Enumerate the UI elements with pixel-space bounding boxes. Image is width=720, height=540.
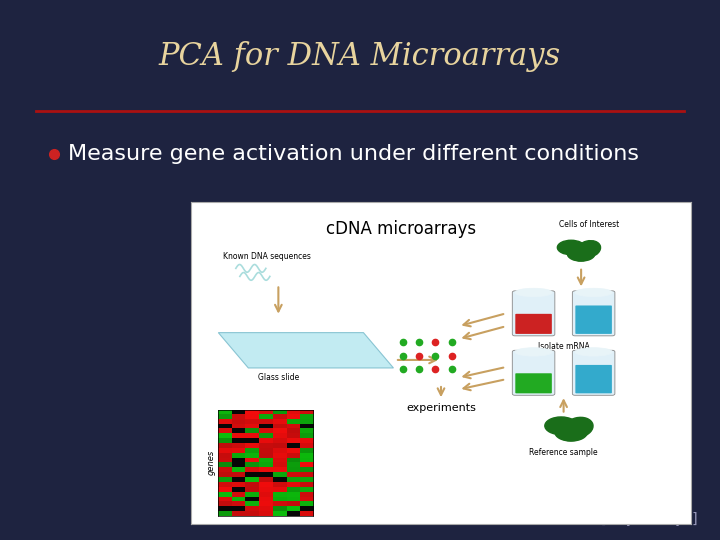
Text: Reference sample: Reference sample (529, 448, 598, 457)
Ellipse shape (554, 421, 583, 441)
Text: experiments: experiments (406, 403, 476, 413)
Ellipse shape (564, 417, 593, 437)
FancyBboxPatch shape (572, 291, 615, 336)
Text: cDNA microarrays: cDNA microarrays (326, 220, 476, 238)
FancyBboxPatch shape (516, 373, 552, 393)
Ellipse shape (575, 288, 613, 296)
FancyBboxPatch shape (513, 350, 555, 395)
Text: Isolate mRNA: Isolate mRNA (538, 342, 590, 351)
Ellipse shape (555, 423, 588, 441)
Ellipse shape (515, 348, 552, 356)
FancyBboxPatch shape (513, 291, 555, 336)
FancyBboxPatch shape (575, 306, 612, 334)
Text: Cells of Interest: Cells of Interest (559, 220, 619, 229)
Text: Measure gene activation under different conditions: Measure gene activation under different … (68, 144, 639, 164)
Text: Resulting data: Resulting data (256, 503, 311, 512)
Ellipse shape (545, 417, 577, 435)
Ellipse shape (515, 288, 552, 296)
FancyBboxPatch shape (516, 314, 552, 334)
Ellipse shape (557, 240, 585, 255)
Text: Known DNA sequences: Known DNA sequences (223, 252, 311, 261)
Ellipse shape (567, 244, 590, 261)
FancyBboxPatch shape (575, 365, 612, 393)
Text: Glass slide: Glass slide (258, 374, 299, 382)
FancyBboxPatch shape (572, 350, 615, 395)
Ellipse shape (577, 241, 600, 258)
Text: PCA for DNA Microarrays: PCA for DNA Microarrays (159, 41, 561, 72)
Y-axis label: genes: genes (207, 450, 215, 475)
Text: [Troyanskaya]: [Troyanskaya] (600, 512, 698, 526)
Polygon shape (218, 333, 393, 368)
Ellipse shape (575, 348, 613, 356)
Ellipse shape (567, 247, 595, 261)
